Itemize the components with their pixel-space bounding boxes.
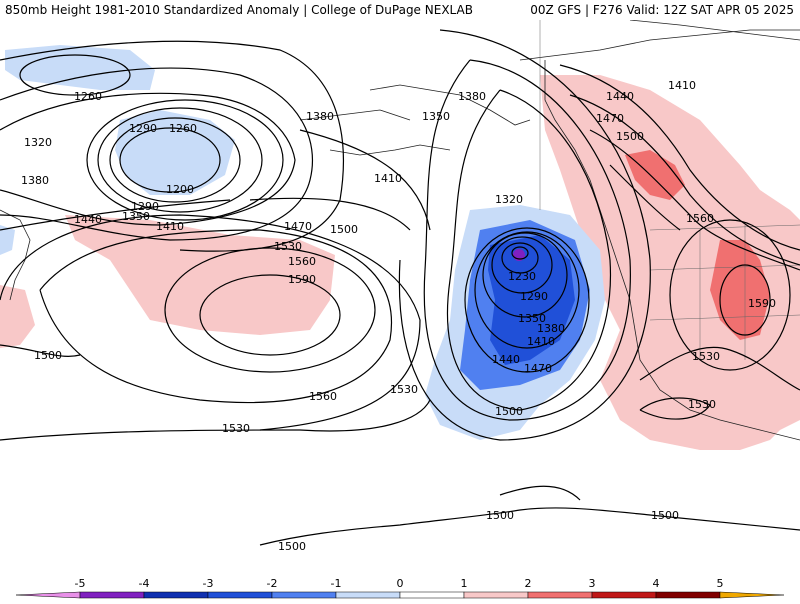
colorbar-tick-label: -3 bbox=[203, 577, 214, 590]
contour-label: 1320 bbox=[24, 136, 52, 149]
colorbar-tick-label: -5 bbox=[75, 577, 86, 590]
positive-anomaly-core bbox=[710, 240, 770, 340]
model-run-info: 00Z GFS | F276 Valid: 12Z SAT APR 05 202… bbox=[530, 3, 794, 17]
coastlines bbox=[0, 20, 800, 441]
contour-label: 1410 bbox=[156, 220, 184, 233]
positive-anomaly-area bbox=[540, 75, 800, 450]
contour-label: 1530 bbox=[390, 383, 418, 396]
colorbar-segment bbox=[271, 591, 337, 599]
contour-label: 1350 bbox=[518, 312, 546, 325]
contour-label: 1500 bbox=[651, 509, 679, 522]
contour-label: 1500 bbox=[616, 130, 644, 143]
colorbar-segment bbox=[655, 591, 721, 599]
contour-label: 1500 bbox=[278, 540, 306, 553]
contour-label: 1530 bbox=[688, 398, 716, 411]
contour-label: 1560 bbox=[686, 212, 714, 225]
contour-label: 1500 bbox=[486, 509, 514, 522]
negative-anomaly-area bbox=[0, 225, 15, 255]
contour-1260-nw bbox=[19, 54, 131, 96]
positive-anomaly-area bbox=[0, 285, 35, 348]
political-borders bbox=[539, 20, 800, 360]
colorbar-segment bbox=[399, 591, 465, 599]
colorbar-segment bbox=[79, 591, 145, 599]
contour-label: 1380 bbox=[537, 322, 565, 335]
colorbar-tick-label: 1 bbox=[461, 577, 468, 590]
colorbar-segment bbox=[143, 591, 209, 599]
negative-anomaly-area bbox=[115, 110, 235, 195]
map-title: 850mb Height 1981-2010 Standardized Anom… bbox=[5, 3, 473, 17]
colorbar-tick-label: -4 bbox=[139, 577, 150, 590]
contour-label: 1470 bbox=[596, 112, 624, 125]
contour-label: 1440 bbox=[74, 213, 102, 226]
colorbar-tick-label: 2 bbox=[525, 577, 532, 590]
contour-label: 1290 bbox=[131, 200, 159, 213]
colorbar-svg: -5 -4 -3 -2 -1 0 1 2 3 4 5 bbox=[15, 577, 785, 599]
negative-anomaly-strong bbox=[488, 235, 575, 365]
colorbar-segment bbox=[591, 591, 657, 599]
contour-label: 1230 bbox=[508, 270, 536, 283]
contour-label: 1290 bbox=[520, 290, 548, 303]
positive-anomaly-core bbox=[625, 150, 685, 200]
colorbar-min-arrow bbox=[15, 591, 81, 599]
contour-label: 1440 bbox=[606, 90, 634, 103]
contour-label: 1410 bbox=[527, 335, 555, 348]
contour-label: 1560 bbox=[288, 255, 316, 268]
positive-anomaly-area bbox=[65, 215, 335, 335]
contour-label: 1530 bbox=[692, 350, 720, 363]
colorbar-segment bbox=[527, 591, 593, 599]
contour-label: 1590 bbox=[288, 273, 316, 286]
contour-label: 1290 bbox=[129, 122, 157, 135]
anomaly-shading bbox=[0, 45, 800, 450]
contour-label: 1530 bbox=[274, 240, 302, 253]
negative-anomaly-area bbox=[5, 45, 155, 90]
contour-label: 1500 bbox=[495, 405, 523, 418]
contour-label: 1200 bbox=[166, 183, 194, 196]
colorbar-tick-label: 0 bbox=[397, 577, 404, 590]
contour-label: 1380 bbox=[21, 174, 49, 187]
colorbar-tick-label: 5 bbox=[717, 577, 724, 590]
colorbar-tick-label: -2 bbox=[267, 577, 278, 590]
colorbar-tick-label: -1 bbox=[331, 577, 342, 590]
contour-label: 1530 bbox=[222, 422, 250, 435]
colorbar-segment bbox=[207, 591, 273, 599]
contour-label: 1560 bbox=[309, 390, 337, 403]
anomaly-colorbar: -5 -4 -3 -2 -1 0 1 2 3 4 5 bbox=[0, 575, 800, 600]
contour-label: 1260 bbox=[169, 122, 197, 135]
contour-label: 1410 bbox=[668, 79, 696, 92]
colorbar-tick-label: 4 bbox=[653, 577, 660, 590]
weather-map: 1260 1290 1260 1200 1320 1380 1290 1350 1410 1440… bbox=[0, 20, 800, 575]
contour-label: 1590 bbox=[748, 297, 776, 310]
contour-label: 1500 bbox=[34, 349, 62, 362]
contour-label: 1350 bbox=[122, 210, 150, 223]
height-contours bbox=[0, 29, 800, 546]
contour-label: 1440 bbox=[492, 353, 520, 366]
contour-label: 1470 bbox=[284, 220, 312, 233]
contour-label: 1350 bbox=[422, 110, 450, 123]
contour-label: 1380 bbox=[306, 110, 334, 123]
contour-label: 1320 bbox=[495, 193, 523, 206]
colorbar-tick-label: 3 bbox=[589, 577, 596, 590]
contour-label: 1410 bbox=[374, 172, 402, 185]
contour-label: 1470 bbox=[524, 362, 552, 375]
colorbar-segment bbox=[335, 591, 401, 599]
contour-label: 1260 bbox=[74, 90, 102, 103]
map-header: 850mb Height 1981-2010 Standardized Anom… bbox=[0, 0, 800, 20]
contour-label: 1500 bbox=[330, 223, 358, 236]
contour-label: 1380 bbox=[458, 90, 486, 103]
colorbar-max-arrow bbox=[719, 591, 785, 599]
colorbar-segment bbox=[463, 591, 529, 599]
